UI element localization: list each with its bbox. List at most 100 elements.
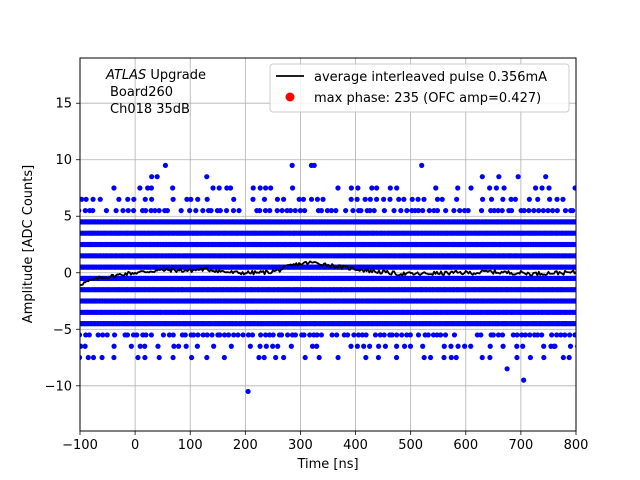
sample-point [90,196,96,202]
sample-point [86,332,92,338]
sample-point [382,343,389,349]
sample-point [245,388,251,395]
sample-point [193,207,199,214]
sample-point [381,332,387,338]
sample-point [541,343,547,349]
sample-point [396,196,402,202]
y-tick-label: 5 [64,210,72,225]
sample-point [504,366,510,372]
sample-point [391,207,397,214]
x-tick-label: 200 [233,438,258,453]
sample-point [142,196,148,202]
sample-point [292,207,298,214]
sample-point [217,207,223,214]
sample-point [270,343,276,349]
sample-point [468,343,474,349]
sample-point [221,332,228,338]
sample-point [389,332,395,338]
sample-point [455,185,461,191]
sample-point [407,332,413,338]
sample-point [560,354,566,361]
sample-point [441,354,447,361]
sample-point [111,332,118,338]
annotation-line-3: Ch018 35dB [110,102,190,117]
sample-point [250,185,256,191]
sample-point [280,354,287,361]
sample-point [82,207,88,214]
sample-point [257,207,263,214]
sample-point [182,332,188,338]
sample-point [116,196,122,202]
sample-point [288,343,294,349]
sample-point [124,332,131,338]
sample-point [162,162,169,168]
sample-point [111,185,117,191]
sample-point [273,354,279,361]
sample-point [348,196,354,202]
legend-marker-swatch [285,92,295,102]
sample-point [434,196,441,202]
sample-point [231,196,237,202]
sample-point [335,185,341,191]
sample-point [514,343,520,349]
sample-point [103,207,110,214]
sample-point [573,275,576,281]
y-tick-label: −5 [53,323,72,338]
sample-point [554,207,560,214]
sample-point [285,332,291,338]
sample-point [554,332,560,338]
sample-point [302,354,308,361]
sample-point [558,332,564,338]
sample-point [100,332,106,338]
sample-point [314,196,321,202]
sample-point [374,185,380,191]
sample-point [227,185,234,191]
sample-point [501,185,507,191]
sample-point [573,321,576,327]
sample-point [131,196,137,202]
sample-point [478,332,484,338]
x-tick-label: −100 [62,438,98,453]
sample-point [316,354,322,361]
sample-point [125,207,131,214]
sample-point [155,343,161,349]
sample-point [439,196,445,202]
sample-point [531,207,537,214]
sample-point [493,185,499,191]
x-tick-label: 0 [131,438,139,453]
sample-point [359,332,366,338]
sample-point [437,332,444,338]
sample-point [200,207,206,214]
sample-point [407,343,414,349]
sample-point [148,185,154,191]
sample-point [441,343,447,349]
sample-point [208,207,214,214]
sample-point [415,332,422,338]
sample-point [420,343,426,349]
sample-point [300,196,307,202]
x-tick-label: 600 [453,438,478,453]
sample-point [387,196,393,202]
sample-point [209,332,215,338]
sample-point [487,343,493,349]
sample-point [128,343,134,349]
sample-point [314,343,320,349]
sample-point [573,298,576,304]
sample-point [562,332,568,338]
sample-point [204,354,210,361]
sample-point [362,196,368,202]
sample-point [443,207,449,214]
sample-point [137,343,143,349]
y-tick-label: −10 [45,379,72,394]
sample-point [420,207,426,214]
sample-point [334,332,340,338]
sample-point [401,196,407,202]
x-tick-label: 500 [398,438,423,453]
sample-point [562,207,569,214]
sample-point [311,162,317,168]
sample-point [187,207,193,214]
sample-point [566,354,572,361]
sample-point [369,185,375,191]
sample-point [160,332,167,338]
sample-point [257,343,263,349]
